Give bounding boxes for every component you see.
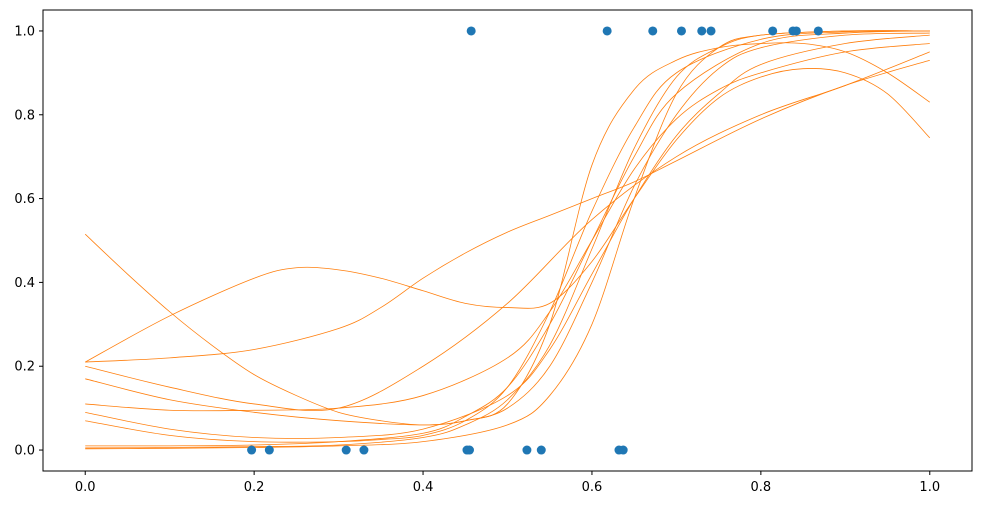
x-tick-label: 0.0 xyxy=(75,480,96,495)
data-point xyxy=(813,26,823,36)
data-point xyxy=(676,26,686,36)
y-tick-label: 0.2 xyxy=(14,360,35,375)
fit-curve-7 xyxy=(85,43,930,412)
points-layer xyxy=(247,26,823,455)
fit-curve-5 xyxy=(85,34,930,439)
data-point xyxy=(247,445,257,455)
data-point xyxy=(522,445,532,455)
y-tick-label: 0.4 xyxy=(14,276,35,291)
data-point xyxy=(648,26,658,36)
x-tick-label: 1.0 xyxy=(919,480,940,495)
fit-curve-11 xyxy=(85,59,930,363)
data-point xyxy=(359,445,369,455)
y-tick-label: 0.6 xyxy=(14,192,35,207)
data-point xyxy=(536,445,546,455)
x-tick-label: 0.8 xyxy=(751,480,772,495)
fit-curve-2 xyxy=(85,30,930,450)
y-axis: 0.0 0.2 0.4 0.6 0.8 1.0 xyxy=(14,24,43,459)
curves-layer xyxy=(84,30,931,450)
data-point xyxy=(264,445,274,455)
data-point xyxy=(697,26,707,36)
fit-curve-6 xyxy=(85,32,930,426)
fit-curve-3 xyxy=(85,30,930,447)
plot-frame xyxy=(42,9,973,472)
data-point xyxy=(341,445,351,455)
fit-curve-8 xyxy=(85,51,930,412)
x-tick-label: 0.2 xyxy=(244,480,265,495)
data-point xyxy=(791,26,801,36)
y-tick-label: 1.0 xyxy=(14,24,35,39)
x-tick-label: 0.6 xyxy=(582,480,603,495)
x-axis: 0.0 0.2 0.4 0.6 0.8 1.0 xyxy=(75,471,940,495)
data-point xyxy=(768,26,778,36)
y-tick-label: 0.0 xyxy=(14,444,35,459)
data-point xyxy=(618,445,628,455)
fit-curve-9 xyxy=(85,68,931,363)
fit-curve-10 xyxy=(84,42,930,426)
data-point xyxy=(464,445,474,455)
fit-curve-1 xyxy=(85,30,930,449)
data-point xyxy=(602,26,612,36)
fit-curve-4 xyxy=(85,30,930,443)
data-point xyxy=(706,26,716,36)
y-tick-label: 0.8 xyxy=(14,108,35,123)
data-point xyxy=(466,26,476,36)
x-tick-label: 0.4 xyxy=(413,480,434,495)
